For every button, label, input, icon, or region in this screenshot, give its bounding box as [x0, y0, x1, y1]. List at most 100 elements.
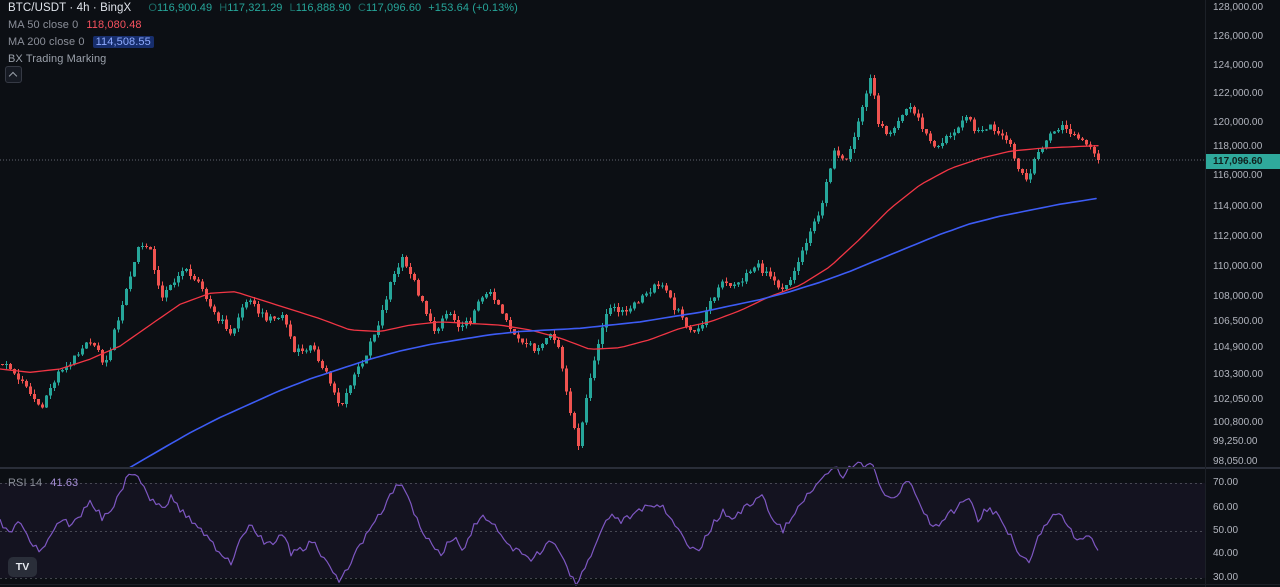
candle-body [937, 145, 940, 147]
candle-body [529, 343, 532, 345]
candle-body [621, 310, 624, 312]
candle-body [369, 341, 372, 356]
candle-body [77, 354, 80, 356]
axis-label: 112,000.00 [1213, 231, 1263, 242]
candle-body [13, 369, 16, 374]
candle-body [261, 312, 264, 314]
candle-body [577, 428, 580, 446]
candle-body [777, 280, 780, 288]
ma200-line [129, 197, 1097, 469]
candle-body [557, 340, 560, 348]
candle-body [145, 245, 148, 247]
ma200-value: 114,508.55 [92, 36, 154, 48]
candle-body [1065, 124, 1068, 129]
candle-body [845, 158, 848, 160]
candle-body [437, 328, 440, 332]
candle-body [125, 288, 128, 305]
axis-label: 122,000.00 [1213, 88, 1264, 99]
symbol-title[interactable]: BTC/USDT · 4h · BingX [8, 2, 132, 14]
collapse-legend-button[interactable] [5, 66, 22, 83]
candle-body [989, 124, 992, 130]
candle-body [169, 284, 172, 290]
candle-body [585, 397, 588, 423]
candle-body [181, 271, 184, 276]
candle-body [445, 313, 448, 319]
candle-body [949, 135, 952, 137]
candle-body [725, 281, 728, 284]
candle-body [545, 338, 548, 345]
axis-label: 102,050.00 [1213, 394, 1264, 405]
candle-body [341, 403, 344, 405]
candle-body [521, 338, 524, 343]
candle-body [897, 121, 900, 128]
candle-body [633, 302, 636, 309]
candle-body [5, 364, 8, 366]
rsi-line [0, 461, 1099, 586]
pane-separator[interactable] [0, 467, 1280, 469]
candle-body [281, 315, 284, 319]
candle-body [1041, 148, 1044, 153]
candle-body [173, 282, 176, 285]
candle-body [433, 320, 436, 332]
candle-body [285, 315, 288, 325]
price-scale[interactable]: 117,096.60 128,000.00 126,000.00 124,000.0… [1205, 0, 1280, 587]
candle-body [381, 309, 384, 326]
candle-body [661, 285, 664, 287]
candle-body [549, 334, 552, 339]
candle-body [337, 392, 340, 404]
candle-body [501, 304, 504, 314]
candle-body [737, 282, 740, 285]
candle-body [713, 297, 716, 301]
candle-body [301, 348, 304, 351]
rsi-legend-row[interactable]: RSI 14 41.63 [8, 477, 78, 489]
tradingview-logo[interactable]: TV [8, 557, 37, 577]
candle-body [41, 404, 44, 408]
candle-body [345, 393, 348, 405]
candle-body [177, 275, 180, 283]
candle-body [289, 324, 292, 337]
ma50-legend-row[interactable]: MA 50 close 0 118,080.48 [8, 19, 142, 31]
open-prefix: O [148, 2, 157, 14]
symbol-legend-row[interactable]: BTC/USDT · 4h · BingX O116,900.49 H117,321… [8, 2, 518, 14]
candle-body [1037, 152, 1040, 159]
candle-body [121, 304, 124, 321]
candle-body [933, 141, 936, 147]
candle-body [697, 328, 700, 332]
candle-body [629, 308, 632, 312]
candle-body [921, 117, 924, 130]
candle-body [853, 136, 856, 149]
candle-body [397, 267, 400, 274]
candle-body [641, 295, 644, 303]
candle-body [89, 342, 92, 344]
candle-body [981, 129, 984, 131]
candle-body [449, 313, 452, 315]
candle-body [1085, 139, 1088, 145]
candle-body [1049, 133, 1052, 141]
candle-body [157, 270, 160, 286]
candle-body [865, 93, 868, 108]
candle-body [705, 310, 708, 325]
candle-body [609, 307, 612, 314]
candle-body [165, 290, 168, 298]
candle-body [885, 126, 888, 134]
script-indicator-legend-row[interactable]: BX Trading Marking [8, 53, 106, 65]
candle-body [749, 271, 752, 273]
candle-body [245, 302, 248, 308]
candle-body [361, 363, 364, 367]
candle-body [273, 316, 276, 319]
candle-body [497, 300, 500, 305]
axis-label: 114,000.00 [1213, 201, 1263, 212]
ma50-line [0, 145, 1099, 373]
candle-body [537, 348, 540, 351]
candle-body [49, 388, 52, 396]
candle-body [649, 292, 652, 294]
candle-body [1069, 128, 1072, 135]
axis-label: 30.00 [1213, 572, 1239, 583]
ma50-value: 118,080.48 [86, 19, 142, 31]
candle-body [653, 284, 656, 293]
candle-body [1053, 131, 1056, 134]
ma200-legend-row[interactable]: MA 200 close 0 114,508.55 [8, 36, 154, 48]
candle-body [773, 276, 776, 281]
candle-body [1001, 133, 1004, 136]
